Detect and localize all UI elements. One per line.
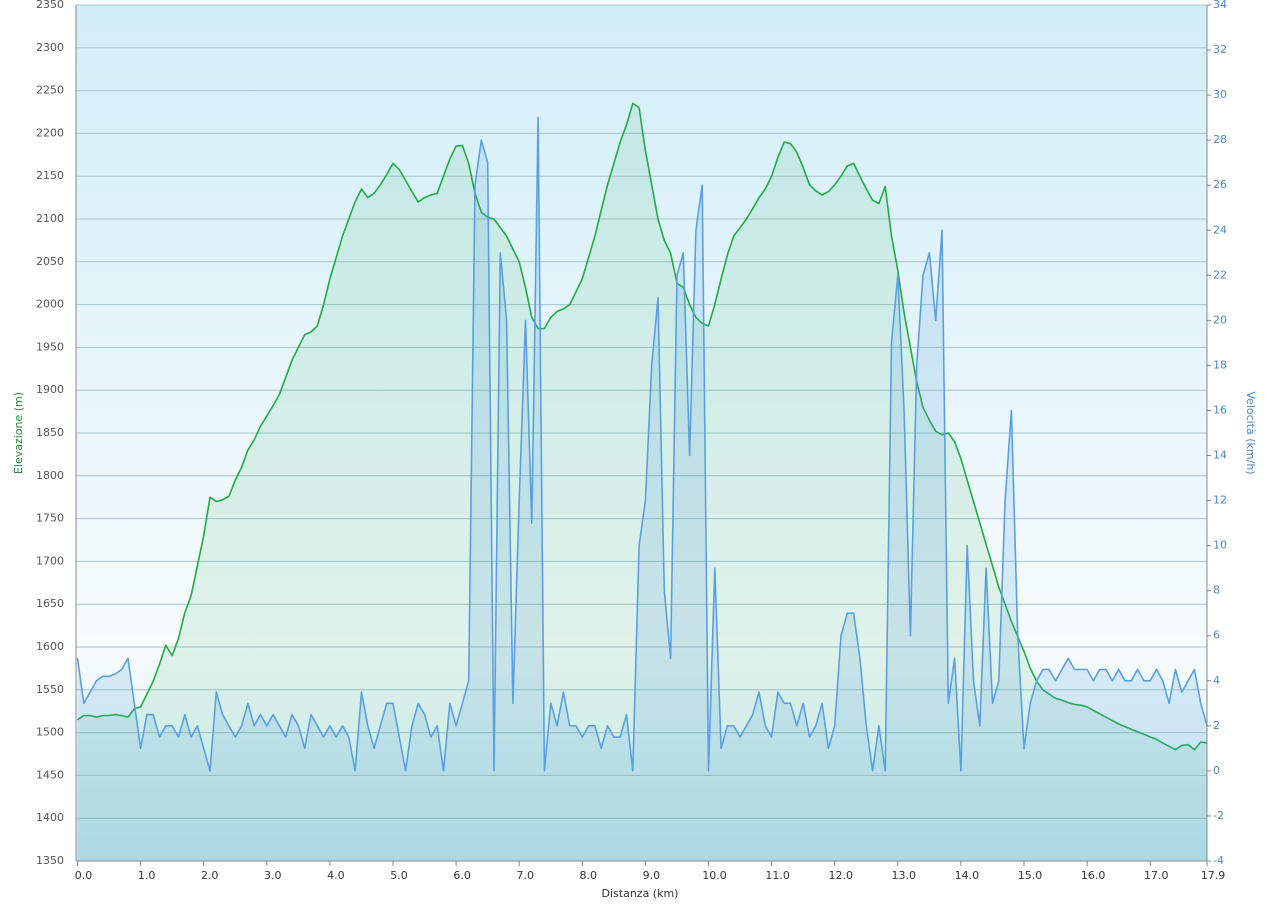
y2-tick-label: 28 — [1213, 133, 1227, 146]
y2-tick-label: 20 — [1213, 313, 1227, 326]
y-tick-label: 2150 — [36, 169, 64, 182]
series-line — [77, 102, 1208, 751]
y-tick-label: 1750 — [36, 512, 64, 525]
y2-tick-label: 8 — [1213, 584, 1220, 597]
x-tick-label: 3.0 — [264, 869, 282, 882]
y2-tick-label: -2 — [1213, 809, 1224, 822]
y-tick-label: 1650 — [36, 597, 64, 610]
y2-tick-label: 0 — [1213, 764, 1220, 777]
y2-tick-label: 24 — [1213, 223, 1227, 236]
y2-tick-label: 30 — [1213, 88, 1227, 101]
x-tick-label: 11.0 — [765, 869, 790, 882]
y2-tick-label: 32 — [1213, 43, 1227, 56]
y-tick-label: 2300 — [36, 41, 64, 54]
y2-tick-label: 18 — [1213, 358, 1227, 371]
series-line — [76, 116, 1208, 772]
y-tick-label: 1550 — [36, 683, 64, 696]
x-tick-label: 1.0 — [138, 869, 156, 882]
y-axis-title: Elevazione (m) — [12, 392, 25, 474]
y2-tick-label: 4 — [1213, 674, 1220, 687]
y2-tick-label: 34 — [1213, 0, 1227, 11]
x-axis-title: Distanza (km) — [602, 887, 679, 900]
x-tick-label: 5.0 — [390, 869, 408, 882]
grid: 1350140014501500155016001650170017501800… — [36, 0, 1227, 882]
x-tick-label: 16.0 — [1081, 869, 1106, 882]
y-tick-label: 2100 — [36, 212, 64, 225]
y-tick-label: 1700 — [36, 554, 64, 567]
y-tick-label: 2000 — [36, 298, 64, 311]
series-layer — [76, 102, 1208, 862]
y2-tick-label: -4 — [1213, 854, 1224, 867]
y-tick-label: 1800 — [36, 469, 64, 482]
x-tick-label: 2.0 — [201, 869, 219, 882]
x-tick-label: 14.0 — [955, 869, 980, 882]
x-tick-label: 12.0 — [828, 869, 853, 882]
y-tick-label: 1500 — [36, 726, 64, 739]
x-tick-label: 6.0 — [453, 869, 471, 882]
x-tick-label: 17.9 — [1201, 869, 1226, 882]
y-tick-label: 1350 — [36, 854, 64, 867]
y-tick-label: 2350 — [36, 0, 64, 11]
y2-axis-title: Velocità (km/h) — [1244, 391, 1257, 474]
x-tick-label: 7.0 — [516, 869, 534, 882]
y-tick-label: 1450 — [36, 768, 64, 781]
x-tick-label: 4.0 — [327, 869, 345, 882]
y-tick-label: 1400 — [36, 811, 64, 824]
x-tick-label: 8.0 — [580, 869, 598, 882]
y2-tick-label: 10 — [1213, 539, 1227, 552]
y-tick-label: 1600 — [36, 640, 64, 653]
y-tick-label: 1850 — [36, 426, 64, 439]
y-tick-label: 1950 — [36, 340, 64, 353]
area-fill — [77, 103, 1207, 861]
y2-tick-label: 22 — [1213, 268, 1227, 281]
x-tick-label: 17.0 — [1144, 869, 1169, 882]
y-tick-label: 2050 — [36, 255, 64, 268]
y2-tick-label: 14 — [1213, 449, 1227, 462]
y2-tick-label: 16 — [1213, 403, 1227, 416]
y2-tick-label: 6 — [1213, 629, 1220, 642]
x-tick-label: 13.0 — [892, 869, 917, 882]
x-tick-label: 9.0 — [643, 869, 661, 882]
x-tick-label: 10.0 — [702, 869, 727, 882]
y2-tick-label: 12 — [1213, 494, 1227, 507]
y-tick-label: 2200 — [36, 126, 64, 139]
y2-tick-label: 26 — [1213, 178, 1227, 191]
y-tick-label: 1900 — [36, 383, 64, 396]
x-tick-label: 0.0 — [75, 869, 93, 882]
area-fill — [77, 117, 1207, 862]
y2-tick-label: 2 — [1213, 719, 1220, 732]
y-tick-label: 2250 — [36, 84, 64, 97]
x-tick-label: 15.0 — [1018, 869, 1043, 882]
